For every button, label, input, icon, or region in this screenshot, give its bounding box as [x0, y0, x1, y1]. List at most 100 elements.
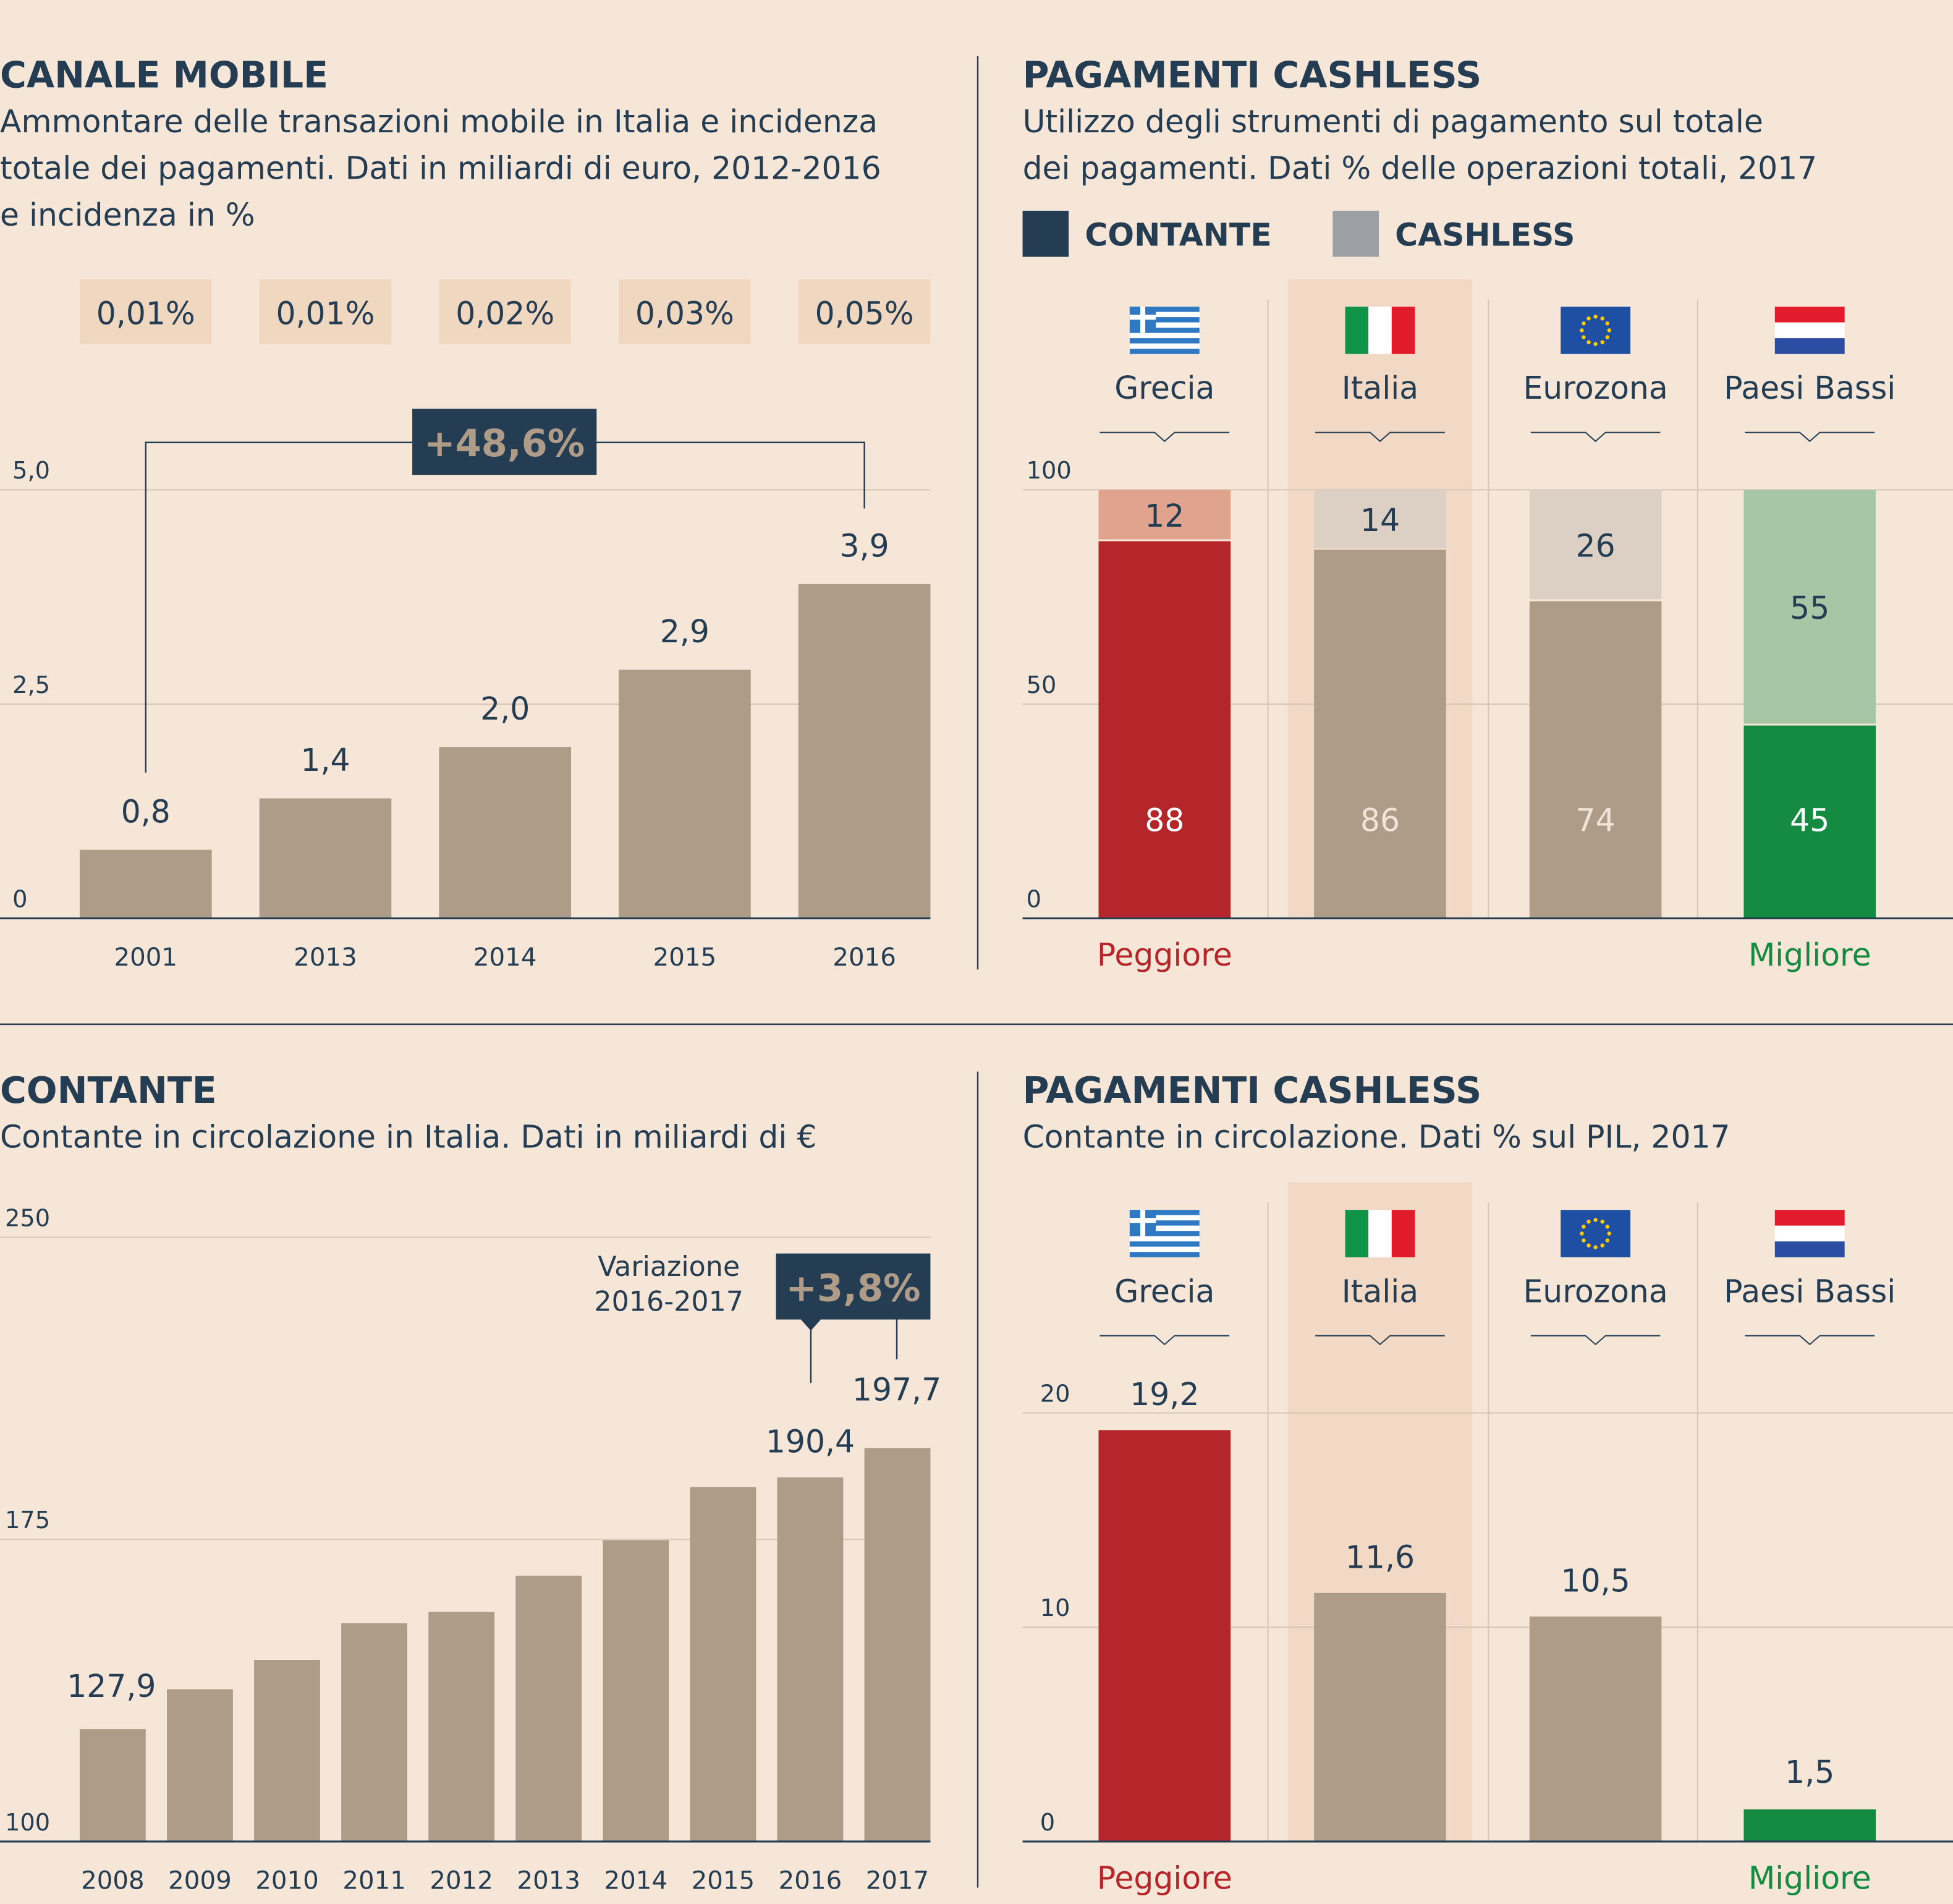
worst-label: Peggiore: [1097, 1860, 1232, 1897]
best-label: Migliore: [1748, 937, 1871, 973]
mobile-title: CANALE MOBILE: [0, 54, 328, 96]
change-label: +3,8%: [786, 1267, 920, 1310]
cashless-gdp-subtitle-line: Contante in circolazione. Dati % sul PIL…: [1023, 1118, 1731, 1155]
legend-swatch-contante: [1022, 210, 1069, 257]
chevron-down-icon: [1315, 431, 1445, 443]
contante-title: CONTANTE: [0, 1069, 217, 1111]
incidence-label: 0,02%: [455, 295, 554, 331]
value-label-contante: 88: [1145, 802, 1184, 839]
y-tick-label: 100: [1027, 457, 1072, 485]
chevron-down-icon: [1745, 1335, 1875, 1346]
x-tick-label: 2014: [604, 1866, 668, 1895]
country-label: Paesi Bassi: [1724, 1273, 1896, 1309]
x-tick-label: 2008: [81, 1866, 145, 1895]
bar-contante-Grecia: [1098, 541, 1231, 919]
bar-Italia: [1314, 1592, 1446, 1842]
x-tick-label: 2010: [255, 1866, 319, 1895]
country-label: Eurozona: [1523, 1273, 1667, 1309]
country-label: Paesi Bassi: [1724, 370, 1896, 406]
annotation-text: Variazione: [598, 1251, 740, 1283]
Eurozona-flag-icon: [1561, 307, 1631, 354]
cashless-use-subtitle-line: dei pagamenti. Dati % delle operazioni t…: [1023, 150, 1818, 187]
value-label-contante: 74: [1576, 802, 1616, 839]
value-label: 0,8: [121, 793, 171, 830]
country-label: Grecia: [1114, 1273, 1214, 1309]
country-label: Grecia: [1114, 370, 1214, 406]
country-label: Eurozona: [1523, 370, 1667, 406]
x-tick-label: 2001: [114, 943, 178, 972]
bar-2012: [428, 1612, 495, 1842]
chevron-down-icon: [1530, 431, 1661, 443]
value-label: 3,9: [840, 528, 889, 564]
Paesi Bassi-flag-icon: [1774, 1210, 1845, 1257]
bar-2014: [603, 1540, 669, 1842]
Italia-flag-icon: [1345, 1210, 1415, 1257]
best-label: Migliore: [1748, 1860, 1871, 1897]
bar-2010: [254, 1660, 320, 1842]
incidence-badge: [79, 279, 212, 344]
value-label: 127,9: [67, 1668, 156, 1704]
bar-contante-Paesi Bassi: [1743, 725, 1876, 919]
contante-subtitle-line: Contante in circolazione in Italia. Dati…: [0, 1118, 816, 1155]
x-tick-label: 2013: [517, 1866, 580, 1895]
legend-label: CASHLESS: [1395, 216, 1575, 253]
Eurozona-flag-icon: [1561, 1210, 1631, 1257]
x-tick-label: 2013: [294, 943, 357, 972]
cashless-use-chart: CONTANTE CASHLESS Grecia Italia Eurozona Paes…: [1022, 210, 1953, 973]
mobile-chart: 0 2,5 5,0 0,8 2001 0,01% 1,4 2013 0,01% 2,0 2014 0,…: [0, 279, 931, 972]
Grecia-flag-icon: [1129, 307, 1200, 354]
incidence-badge: [619, 279, 751, 344]
bar-contante-Italia: [1314, 550, 1446, 919]
value-label-cashless: 14: [1360, 502, 1400, 538]
x-tick-label: 2015: [692, 1866, 755, 1895]
x-tick-label: 2016: [832, 943, 896, 972]
country-label: Italia: [1342, 1273, 1418, 1309]
worst-label: Peggiore: [1097, 937, 1232, 973]
value-label-contante: 45: [1790, 802, 1829, 839]
legend-swatch-cashless: [1332, 210, 1379, 257]
value-label: 2,0: [480, 691, 530, 727]
x-tick-label: 2017: [866, 1866, 930, 1895]
legend-label: CONTANTE: [1085, 216, 1271, 253]
bar-2013: [259, 798, 392, 919]
y-tick-label: 20: [1040, 1380, 1070, 1408]
value-label: 11,6: [1345, 1539, 1415, 1576]
bar-2001: [79, 849, 212, 919]
y-tick-label: 175: [5, 1507, 50, 1534]
y-tick-label: 10: [1040, 1594, 1070, 1622]
chevron-down-icon: [1099, 431, 1230, 443]
value-label: 190,4: [766, 1424, 855, 1460]
bar-2013: [515, 1575, 582, 1842]
mobile-subtitle-line: Ammontare delle transazioni mobile in It…: [0, 103, 878, 140]
x-tick-label: 2016: [779, 1866, 842, 1895]
incidence-label: 0,03%: [635, 295, 734, 331]
bar-Grecia: [1098, 1430, 1231, 1842]
x-tick-label: 2015: [653, 943, 717, 972]
value-label: 2,9: [660, 613, 710, 650]
bar-2011: [341, 1623, 408, 1842]
value-label: 1,4: [300, 742, 350, 778]
y-tick-label: 0: [1040, 1809, 1055, 1837]
growth-badge: [412, 409, 597, 475]
bar-2015: [619, 669, 751, 919]
value-label: 10,5: [1561, 1563, 1630, 1599]
x-tick-label: 2011: [342, 1866, 406, 1895]
bar-2009: [167, 1689, 233, 1842]
value-label: 197,7: [852, 1372, 941, 1408]
cashless-use-subtitle-line: Utilizzo degli strumenti di pagamento su…: [1023, 103, 1763, 140]
y-tick-label: 250: [5, 1204, 50, 1232]
cashless-gdp-chart: Grecia Italia Eurozona Paesi Bassi 0 10 20 19,2…: [1022, 1182, 1953, 1897]
country-label: Italia: [1342, 370, 1418, 406]
bar-2017: [864, 1448, 931, 1842]
bar-cashless-Paesi Bassi: [1743, 490, 1876, 724]
Grecia-flag-icon: [1129, 1210, 1200, 1257]
cashless-use-title: PAGAMENTI CASHLESS: [1023, 54, 1482, 96]
Paesi Bassi-flag-icon: [1774, 307, 1845, 354]
y-tick-label: 0: [12, 885, 27, 913]
chevron-down-icon: [1745, 431, 1875, 443]
chevron-down-icon: [1315, 1335, 1445, 1346]
chevron-down-icon: [1530, 1335, 1661, 1346]
bar-Paesi Bassi: [1743, 1809, 1876, 1842]
value-label: 1,5: [1785, 1754, 1834, 1790]
